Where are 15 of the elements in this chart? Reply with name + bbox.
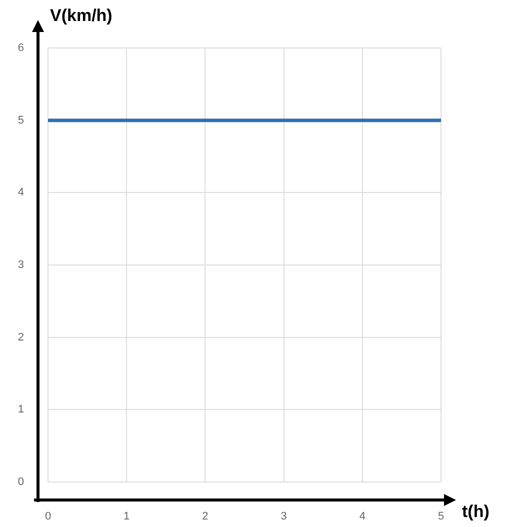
x-tick-label: 3 [280, 510, 287, 523]
y-tick-label: 3 [18, 259, 24, 272]
y-axis-title: V(km/h) [50, 6, 112, 26]
y-tick-label: 4 [18, 186, 24, 199]
y-tick-label: 2 [18, 331, 24, 344]
x-tick-label: 0 [44, 510, 52, 523]
y-tick-label: 5 [18, 114, 24, 126]
x-tick-label: 2 [202, 510, 208, 523]
x-tick-label: 4 [359, 510, 366, 523]
y-tick-label: 1 [18, 404, 24, 416]
y-tick-label: 6 [18, 42, 24, 54]
x-axis-title: t(h) [462, 502, 490, 522]
x-tick-label: 5 [438, 510, 444, 523]
x-tick-label: 1 [124, 510, 130, 523]
y-tick-label: 0 [18, 476, 24, 488]
